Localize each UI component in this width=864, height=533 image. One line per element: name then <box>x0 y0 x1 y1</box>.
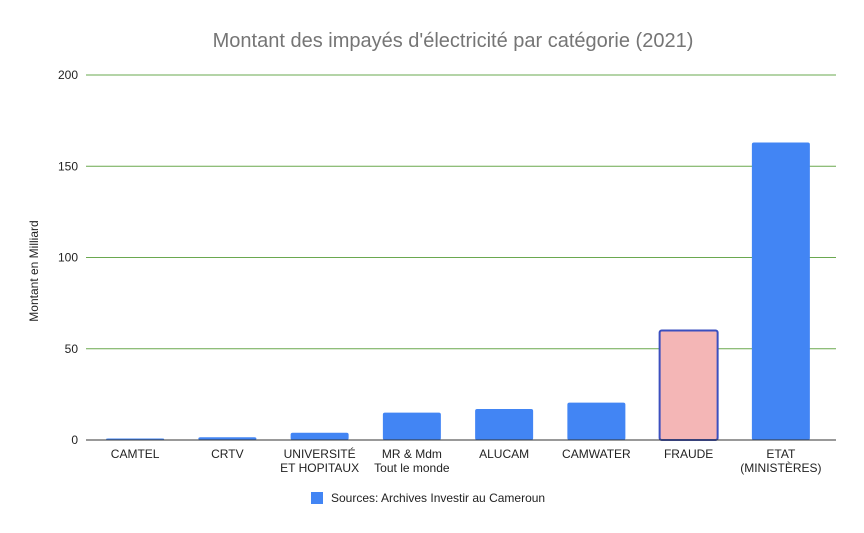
x-tick-label: ALUCAM <box>479 447 529 461</box>
y-tick-label: 100 <box>58 251 78 265</box>
x-tick-label: CAMWATER <box>562 447 631 461</box>
bar <box>290 432 349 440</box>
legend-swatch <box>311 492 323 504</box>
bar <box>567 402 626 440</box>
bars <box>106 142 810 441</box>
legend-label: Sources: Archives Investir au Cameroun <box>331 491 545 505</box>
x-tick-label: CRTV <box>211 447 243 461</box>
x-tick-label: MR & Mdm Tout le monde <box>374 447 450 475</box>
x-axis-ticks: CAMTEL CRTV UNIVERSITÉ ET HOPITAUX MR & Mdm T… <box>111 446 822 475</box>
y-axis-label: Montant en Milliard <box>27 220 41 321</box>
x-tick-label: UNIVERSITÉ ET HOPITAUX <box>280 446 359 475</box>
y-tick-label: 50 <box>65 342 79 356</box>
bar <box>658 329 719 441</box>
y-axis-ticks: 0 50 100 150 200 <box>58 68 78 447</box>
chart-title: Montant des impayés d'électricité par ca… <box>213 30 694 52</box>
y-tick-label: 200 <box>58 68 78 82</box>
bar <box>475 408 534 440</box>
y-tick-label: 0 <box>71 433 78 447</box>
gridlines <box>86 74 836 350</box>
x-tick-label: FRAUDE <box>664 447 713 461</box>
bar <box>382 412 441 440</box>
legend: Sources: Archives Investir au Cameroun <box>311 491 545 505</box>
bar <box>198 437 257 440</box>
x-tick-label: ETAT (MINISTÈRES) <box>740 447 821 475</box>
bar <box>751 142 810 440</box>
y-tick-label: 150 <box>58 159 78 173</box>
x-tick-label: CAMTEL <box>111 447 160 461</box>
